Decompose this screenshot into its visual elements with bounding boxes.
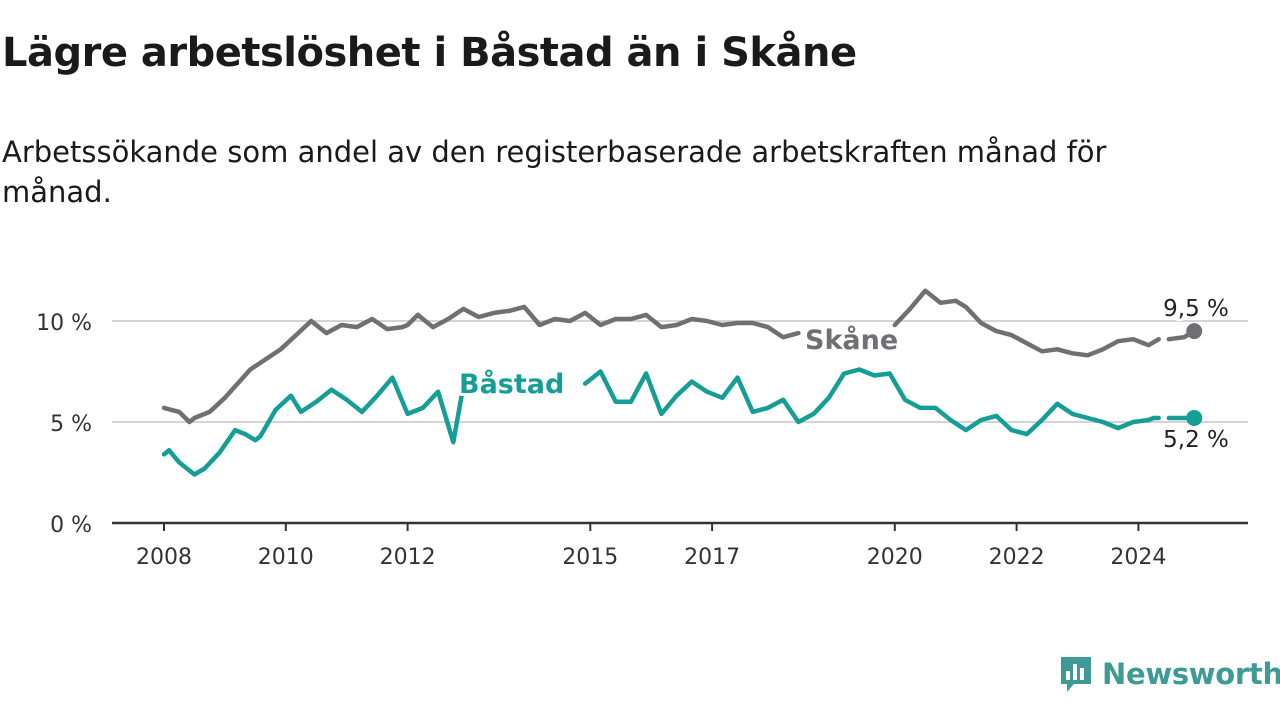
logo-text: Newsworthy <box>1102 657 1280 691</box>
bastad-line <box>582 367 1161 437</box>
y-tick-label: 10 % <box>36 311 92 336</box>
skane-series-label: Skåne <box>805 324 898 356</box>
x-tick-label: 2024 <box>1110 545 1166 570</box>
bastad-end-value-label: 5,2 % <box>1163 427 1229 453</box>
x-tick-label: 2008 <box>136 545 192 570</box>
skane-end-point <box>1186 323 1203 340</box>
bastad-line <box>161 375 466 477</box>
x-tick-label: 2015 <box>562 545 618 570</box>
newsworthy-logo[interactable]: Newsworthy <box>1058 654 1280 694</box>
x-tick-label: 2022 <box>989 545 1045 570</box>
y-tick-label: 5 % <box>50 412 92 437</box>
skane-end-value-label: 9,5 % <box>1163 296 1229 322</box>
bastad-series-label: Båstad <box>459 368 564 400</box>
x-tick-label: 2020 <box>867 545 923 570</box>
skane-line <box>161 304 801 425</box>
bastad-end-point <box>1186 409 1203 426</box>
chart-subtitle: Arbetssökande som andel av den registerb… <box>2 135 1107 209</box>
x-tick-label: 2010 <box>258 545 314 570</box>
newsworthy-bar-chart-icon <box>1061 657 1091 692</box>
x-tick-label: 2012 <box>380 545 436 570</box>
y-tick-label: 0 % <box>50 513 92 538</box>
skane-line <box>892 288 1161 358</box>
chart-title: Lägre arbetslöshet i Båstad än i Skåne <box>2 30 857 76</box>
x-tick-label: 2017 <box>684 545 740 570</box>
